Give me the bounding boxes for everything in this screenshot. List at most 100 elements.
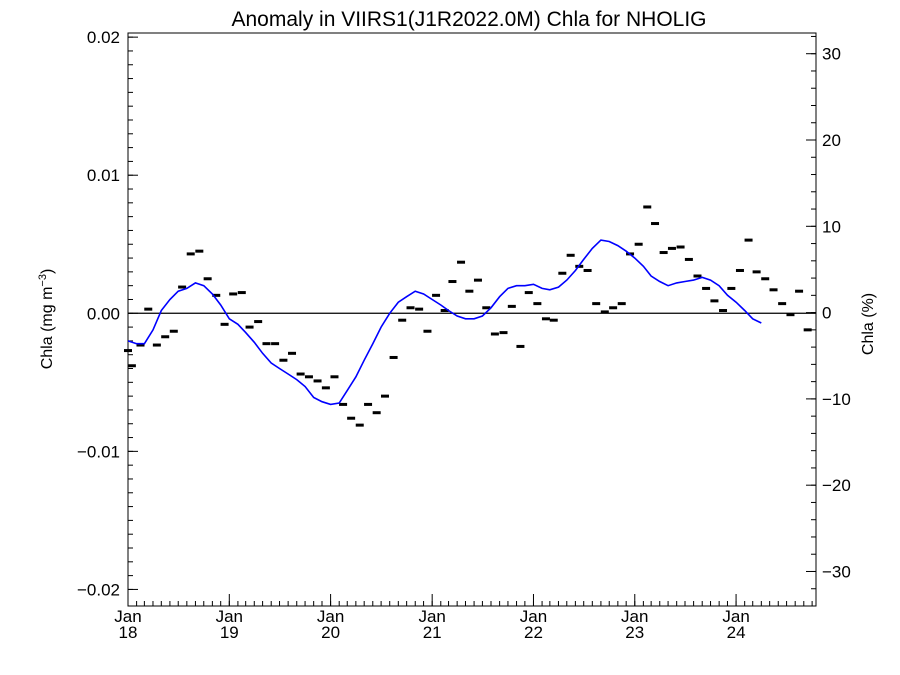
monthly-mark (465, 289, 474, 293)
monthly-mark (592, 302, 601, 306)
monthly-mark (296, 372, 305, 376)
monthly-mark (719, 309, 728, 313)
minor-ticks (127, 35, 816, 607)
monthly-mark (778, 302, 787, 306)
monthly-mark (659, 251, 668, 255)
monthly-mark (507, 304, 516, 308)
monthly-mark (549, 318, 558, 322)
monthly-anomaly-series (124, 205, 812, 427)
monthly-mark (524, 291, 533, 295)
monthly-mark (583, 268, 592, 272)
monthly-mark (389, 355, 398, 359)
left-tick-label: −0.01 (77, 442, 120, 461)
monthly-mark (727, 286, 736, 290)
monthly-mark (651, 222, 660, 226)
x-tick-month: Jan (114, 607, 141, 626)
y-axis-label-right: Chla (%) (860, 293, 877, 355)
monthly-mark (220, 322, 229, 326)
monthly-mark (710, 299, 719, 303)
monthly-mark (769, 288, 778, 292)
x-tick-year: 24 (727, 623, 746, 642)
x-tick-month: Jan (216, 607, 243, 626)
monthly-mark (330, 375, 339, 379)
right-axis: 30 20 10 0 −10 −20 −30 (806, 45, 851, 581)
monthly-mark (152, 343, 161, 347)
left-tick-label: 0.02 (87, 28, 120, 47)
monthly-mark (702, 286, 711, 290)
monthly-mark (127, 364, 136, 368)
monthly-mark (347, 416, 356, 420)
monthly-mark (473, 278, 482, 282)
monthly-mark (203, 277, 212, 281)
monthly-mark (752, 270, 761, 274)
monthly-mark (212, 293, 221, 297)
monthly-mark (795, 289, 804, 293)
monthly-mark (684, 257, 693, 261)
monthly-mark (457, 260, 466, 264)
monthly-mark (339, 402, 348, 406)
monthly-mark (490, 332, 499, 336)
x-tick-year: 21 (423, 623, 442, 642)
left-tick-label: −0.02 (77, 580, 120, 599)
right-tick-label: 30 (822, 45, 841, 64)
monthly-mark (440, 309, 449, 313)
monthly-mark (355, 423, 364, 427)
monthly-mark (744, 238, 753, 242)
monthly-mark (735, 268, 744, 272)
monthly-mark (136, 343, 145, 347)
monthly-mark (667, 246, 676, 250)
monthly-mark (415, 307, 424, 311)
monthly-mark (245, 325, 254, 329)
monthly-mark (237, 291, 246, 295)
monthly-mark (448, 280, 457, 284)
x-tick-month: Jan (621, 607, 648, 626)
x-tick-year: 18 (119, 623, 138, 642)
monthly-mark (499, 331, 508, 335)
monthly-mark (643, 205, 652, 209)
monthly-mark (186, 252, 195, 256)
right-tick-label: −30 (822, 562, 851, 581)
x-tick-month: Jan (722, 607, 749, 626)
monthly-mark (124, 349, 132, 353)
monthly-mark (380, 394, 389, 398)
monthly-mark (372, 411, 381, 415)
monthly-mark (516, 344, 525, 348)
monthly-mark (144, 307, 153, 311)
right-tick-label: −20 (822, 476, 851, 495)
monthly-mark (482, 306, 491, 310)
right-tick-label: 10 (822, 217, 841, 236)
monthly-mark (288, 351, 297, 355)
monthly-mark (432, 293, 441, 297)
plot-frame (127, 32, 817, 607)
monthly-mark (313, 379, 322, 383)
monthly-mark (195, 249, 204, 253)
running-mean-line (127, 239, 762, 406)
left-tick-label: 0.01 (87, 166, 120, 185)
x-tick-month: Jan (418, 607, 445, 626)
x-tick-month: Jan (317, 607, 344, 626)
y-axis-label-left: Chla (mg m−3) (37, 269, 56, 370)
monthly-mark (254, 320, 263, 324)
monthly-mark (761, 277, 770, 281)
monthly-mark (676, 245, 685, 249)
right-tick-label: −10 (822, 390, 851, 409)
chart-title: Anomaly in VIIRS1(J1R2022.0M) Chla for N… (231, 8, 706, 31)
right-tick-label: 20 (822, 131, 841, 150)
monthly-mark (600, 310, 609, 314)
monthly-mark (321, 386, 330, 390)
monthly-mark (533, 302, 542, 306)
monthly-mark (178, 285, 187, 289)
monthly-mark (693, 274, 702, 278)
x-tick-year: 23 (625, 623, 644, 642)
monthly-mark (364, 402, 373, 406)
monthly-mark (161, 335, 170, 339)
monthly-mark (279, 358, 288, 362)
monthly-mark (169, 329, 178, 333)
monthly-mark (634, 242, 643, 246)
monthly-mark (566, 253, 575, 257)
x-tick-year: 20 (321, 623, 340, 642)
monthly-mark (609, 306, 618, 310)
monthly-mark (423, 329, 432, 333)
